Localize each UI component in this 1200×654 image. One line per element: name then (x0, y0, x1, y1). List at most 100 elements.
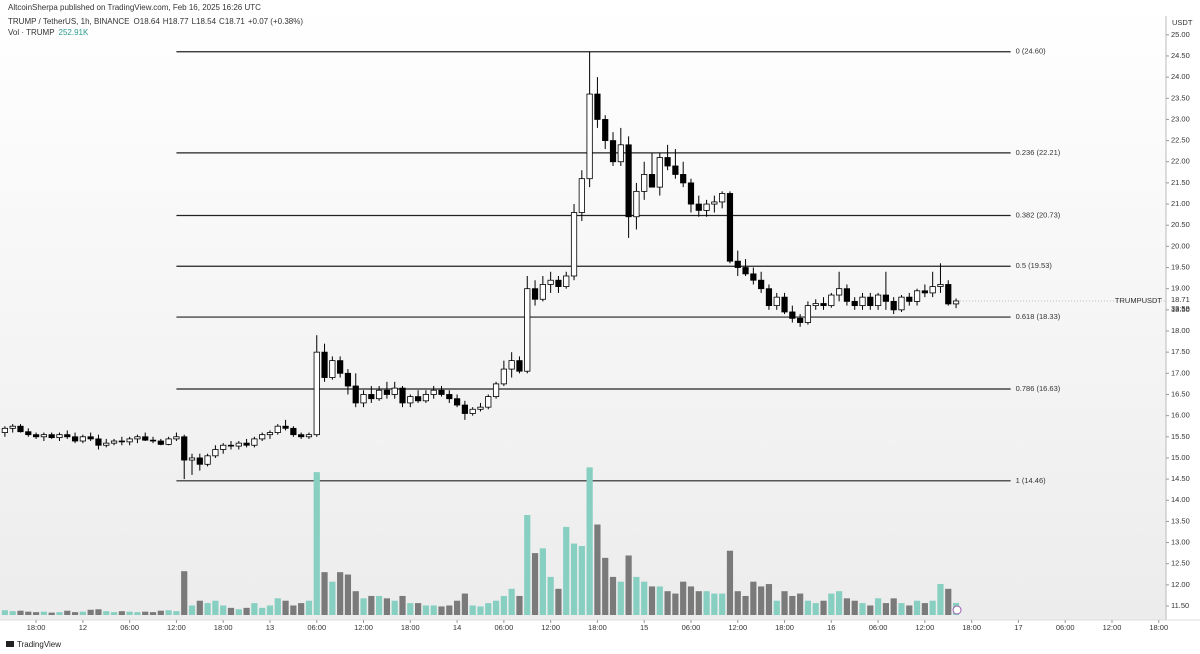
volume-bar (804, 600, 812, 615)
x-tick-label: 15 (640, 623, 648, 632)
volume-bar (492, 600, 500, 615)
candle-body (477, 406, 484, 410)
volume-header: Vol · TRUMP 252.91K (8, 28, 89, 37)
y-tick-label: 25.00 (1171, 30, 1190, 39)
volume-bar (126, 611, 133, 615)
candle-body (485, 396, 492, 408)
x-tick-label: 18:00 (401, 623, 420, 632)
candle-body (360, 394, 367, 404)
volume-bar (204, 603, 211, 615)
candle-body (344, 372, 352, 387)
candle-body (945, 284, 952, 305)
volume-title: Vol · TRUMP (8, 28, 55, 37)
volume-bar (758, 586, 765, 615)
candle-body (352, 385, 359, 404)
candle-body (282, 425, 289, 429)
price-tag-countdown: 33:58 (1171, 304, 1190, 313)
candle-body (290, 427, 297, 436)
volume-bar (220, 605, 227, 615)
candle-body (32, 434, 40, 438)
y-tick-label: 18.50 (1171, 305, 1190, 314)
candle-body (758, 279, 765, 290)
volume-bar (56, 612, 63, 615)
y-tick-label: 16.00 (1171, 411, 1190, 420)
candle-body (492, 383, 500, 397)
candle-body (25, 431, 32, 436)
volume-bar (134, 612, 141, 615)
candle-body (547, 279, 554, 285)
y-tick-label: 14.50 (1171, 474, 1190, 483)
y-tick-label: 21.00 (1171, 199, 1190, 208)
volume-bar (227, 607, 235, 615)
volume-bar (828, 593, 835, 615)
candle-body (383, 389, 391, 395)
candle-body (734, 260, 741, 268)
x-tick-label: 16 (827, 623, 835, 632)
y-tick-label: 24.50 (1171, 51, 1190, 60)
candle-body (48, 434, 55, 439)
y-tick-label: 11.50 (1171, 601, 1189, 610)
y-tick-label: 12.50 (1171, 559, 1190, 568)
volume-bar (290, 605, 297, 615)
y-tick-label: 13.00 (1171, 538, 1190, 547)
volume-bar (298, 603, 305, 615)
volume-bar (360, 598, 367, 615)
candle-body (337, 360, 344, 374)
volume-bar (929, 600, 936, 615)
volume-bar (87, 609, 94, 615)
fib-label: 0.618 (18.33) (1016, 312, 1061, 321)
fib-label: 1 (14.46) (1016, 476, 1047, 485)
x-tick-label: 06:00 (682, 623, 701, 632)
volume-bar (843, 598, 851, 615)
candle-body (952, 300, 960, 305)
fib-label: 0.5 (19.53) (1016, 261, 1053, 270)
price-tag-symbol: TRUMPUSDT (1115, 296, 1162, 305)
candle-body (446, 394, 453, 400)
candle-body (781, 296, 788, 313)
candle-body (430, 389, 437, 395)
volume-bar (118, 611, 125, 615)
x-tick-label: 17 (1014, 623, 1022, 632)
y-tick-label: 21.50 (1171, 178, 1190, 187)
volume-bar (648, 586, 656, 615)
volume-bar (446, 605, 453, 615)
volume-bar (352, 591, 359, 615)
y-tick-label: 16.50 (1171, 389, 1190, 398)
x-tick-label: 18:00 (588, 623, 607, 632)
fib-label: 0.786 (16.63) (1016, 384, 1061, 393)
candle-body (742, 267, 749, 275)
volume-bar (422, 605, 430, 615)
volume-bar (765, 584, 773, 615)
footer: TradingView (17, 640, 61, 649)
x-tick-label: 12:00 (354, 623, 373, 632)
volume-bar (664, 591, 671, 615)
candle-body (134, 436, 141, 440)
volume-bar (274, 598, 281, 615)
y-tick-label: 23.50 (1171, 93, 1190, 102)
volume-bar (719, 593, 726, 615)
volume-bar (17, 610, 24, 615)
candle-body (578, 178, 585, 213)
y-tick-label: 13.50 (1171, 516, 1190, 525)
candle-body (415, 396, 422, 402)
volume-bar (1, 610, 8, 615)
currency: USDT (1172, 18, 1193, 27)
volume-bar (851, 600, 858, 615)
candle-body (461, 404, 468, 414)
volume-bar (703, 591, 710, 615)
volume-bar (812, 603, 819, 615)
candle-body (789, 311, 796, 319)
candle-body (765, 288, 773, 307)
volume-bar (321, 572, 328, 615)
volume-bar (430, 605, 437, 615)
volume-bar (383, 598, 391, 615)
candle-body (804, 305, 812, 323)
candle-body (695, 203, 702, 211)
x-tick-label: 18:00 (775, 623, 794, 632)
fib-label: 0.236 (22.21) (1016, 148, 1061, 157)
volume-bar (742, 595, 749, 615)
volume-bar (305, 600, 313, 615)
candle-body (399, 387, 406, 404)
candle-body (594, 93, 601, 120)
